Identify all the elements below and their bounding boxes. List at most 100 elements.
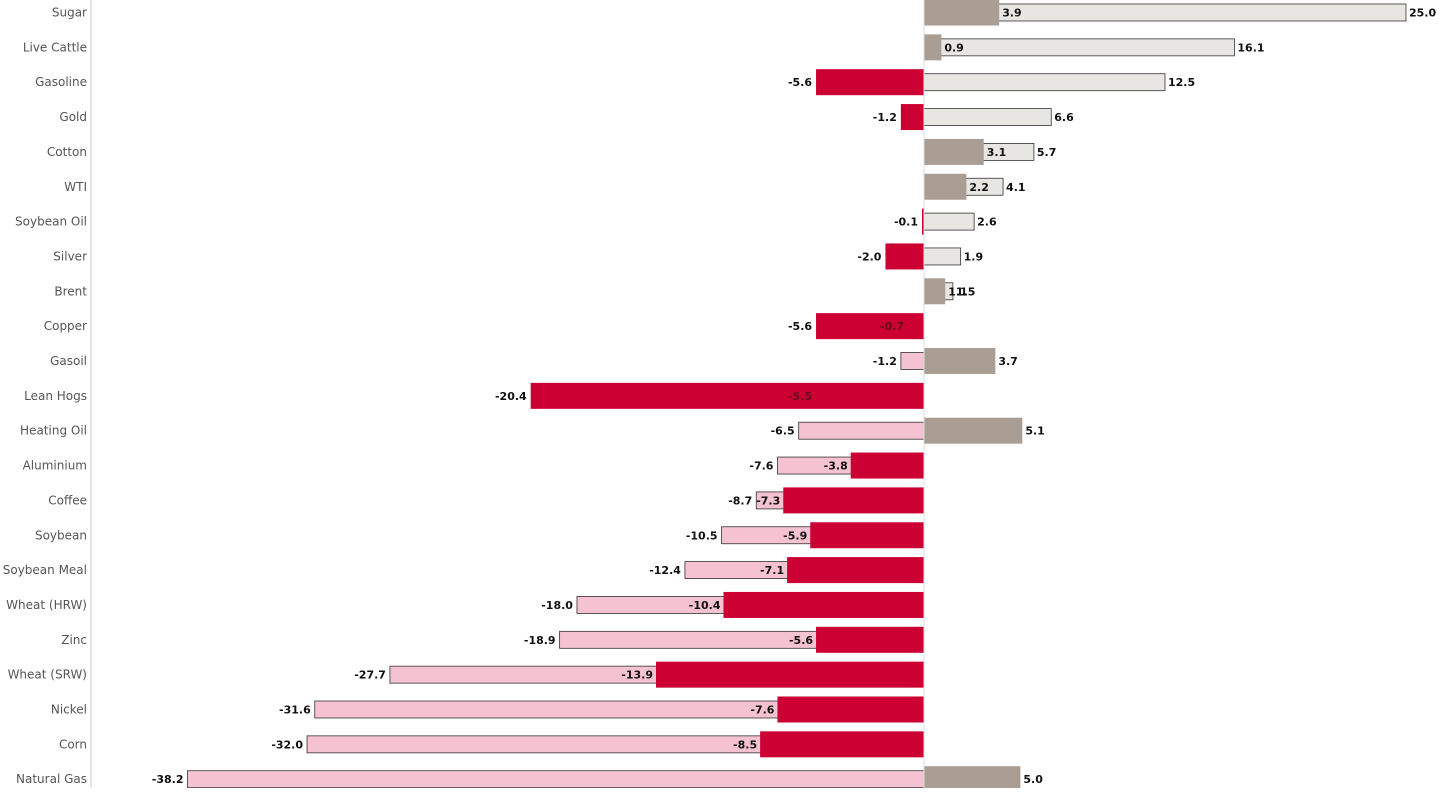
outer-value-label: 16.1 (1237, 41, 1264, 54)
category-label: Soybean (35, 528, 87, 542)
category-label: Heating Oil (20, 424, 87, 438)
outer-value-label: -12.4 (649, 564, 681, 577)
outer-value-label: -18.0 (541, 599, 573, 612)
bar-inner (777, 696, 924, 723)
overlay-value-label: -5.5 (788, 390, 812, 403)
outer-value-label: -10.5 (686, 529, 718, 542)
category-label: Live Cattle (23, 40, 87, 54)
outer-value-label: -38.2 (152, 773, 184, 786)
bar-inner (656, 661, 924, 688)
bar-outer (923, 73, 1166, 92)
bar-outer (798, 421, 925, 440)
outer-value-label: -8.7 (728, 494, 752, 507)
inner-value-label: -1.2 (873, 111, 897, 124)
bar-inner (816, 69, 924, 96)
inner-value-label: -5.6 (788, 76, 812, 89)
inner-value-label: -7.3 (756, 494, 780, 507)
bar-inner (783, 487, 924, 514)
bar-inner (924, 278, 946, 305)
bar-inner (810, 522, 924, 549)
bar-inner (850, 452, 924, 479)
outer-value-label: -31.6 (279, 704, 311, 717)
inner-value-label: 1.1 (948, 285, 968, 298)
inner-value-label: -7.6 (750, 704, 774, 717)
inner-value-label: 3.7 (998, 355, 1018, 368)
bar-inner (885, 243, 924, 270)
bar-inner (924, 0, 1000, 26)
outer-value-label: 12.5 (1168, 76, 1195, 89)
bar-outer (923, 212, 975, 231)
outer-value-label: 5.7 (1037, 146, 1057, 159)
category-label: Sugar (52, 6, 87, 20)
bar-inner (816, 626, 924, 653)
category-label: Wheat (HRW) (6, 598, 87, 612)
category-label: Wheat (SRW) (8, 668, 87, 682)
category-label: Soybean Meal (3, 563, 87, 577)
outer-value-label: 6.6 (1054, 111, 1074, 124)
bar-inner (924, 173, 967, 200)
category-label: Zinc (61, 633, 87, 647)
category-label: Brent (54, 284, 87, 298)
outer-value-label: 25.0 (1409, 7, 1436, 20)
category-label: Gold (59, 110, 87, 124)
category-label: Silver (53, 249, 87, 263)
inner-value-label: -10.4 (689, 599, 721, 612)
inner-value-label: -5.9 (783, 529, 807, 542)
bar-inner (924, 766, 1021, 793)
inner-value-label: 5.0 (1023, 773, 1043, 786)
inner-value-label: -13.9 (621, 669, 653, 682)
bar-inner (760, 731, 924, 758)
inner-value-label: -8.5 (733, 738, 757, 751)
outer-value-label: 4.1 (1006, 181, 1026, 194)
category-label: Gasoil (50, 354, 87, 368)
inner-value-label: -20.4 (495, 390, 527, 403)
bar-inner (530, 382, 924, 409)
bar-inner (924, 348, 996, 374)
inner-value-label: 2.2 (969, 181, 989, 194)
category-label: Lean Hogs (24, 389, 87, 403)
bar-outer (923, 38, 1235, 57)
outer-value-label: -1.2 (873, 355, 897, 368)
inner-value-label: -5.6 (789, 634, 813, 647)
outer-value-label: -32.0 (271, 738, 303, 751)
bar-inner (900, 104, 924, 131)
category-label: Gasoline (35, 75, 87, 89)
bar-inner (723, 591, 924, 618)
bar-inner (816, 313, 924, 340)
outer-value-label: 2.6 (977, 216, 997, 229)
category-label: Cotton (47, 145, 87, 159)
category-label: Natural Gas (16, 772, 87, 786)
bar-inner (787, 557, 924, 584)
inner-value-label: -7.1 (760, 564, 784, 577)
category-label: Corn (59, 737, 87, 751)
inner-value-label: 3.9 (1002, 7, 1022, 20)
bar-inner (924, 417, 1023, 444)
outer-value-label: -27.7 (354, 669, 386, 682)
bar-outer (187, 770, 925, 789)
outer-value-label: -6.5 (771, 425, 795, 438)
inner-value-label: -5.6 (788, 320, 812, 333)
inner-value-label: -3.8 (824, 460, 848, 473)
category-label: Coffee (48, 493, 87, 507)
bar-outer (923, 247, 962, 266)
outer-value-label: -18.9 (524, 634, 556, 647)
category-label: Nickel (51, 703, 87, 717)
bar-outer (900, 352, 925, 370)
bar-inner (924, 34, 942, 61)
category-label: Copper (44, 319, 87, 333)
outer-value-label: 1.5 (956, 285, 976, 298)
inner-value-label: -0.1 (894, 216, 918, 229)
inner-value-label: 5.1 (1025, 425, 1045, 438)
inner-value-label: 3.1 (987, 146, 1007, 159)
outer-value-label: -7.6 (749, 460, 773, 473)
inner-value-label: -2.0 (857, 250, 881, 263)
bar-inner (924, 138, 984, 165)
outer-value-label: 1.9 (964, 250, 984, 263)
overlay-value-label: -0.7 (880, 320, 904, 333)
category-label: Aluminium (23, 459, 87, 473)
category-label: Soybean Oil (15, 215, 87, 229)
bar-inner (922, 208, 924, 235)
inner-value-label: 0.9 (944, 41, 964, 54)
